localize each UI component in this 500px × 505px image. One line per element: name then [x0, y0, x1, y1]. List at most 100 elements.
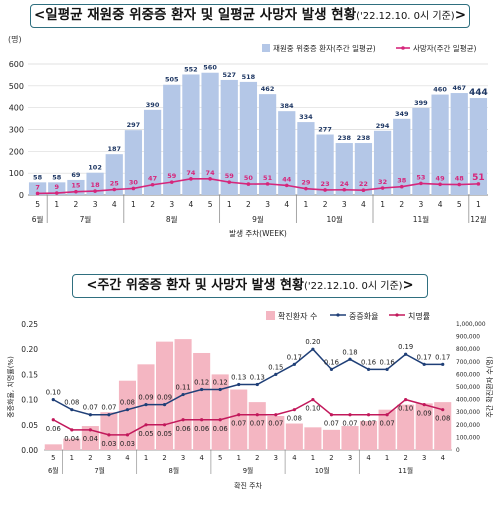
y-tick-label: 100 [9, 169, 24, 178]
fatality-point [255, 413, 259, 417]
bar [220, 79, 238, 195]
severity-point [51, 398, 55, 402]
fatality-point [88, 428, 92, 432]
severity-point [441, 362, 445, 366]
month-label: 10월 [326, 214, 343, 224]
fatality-value-label: 0.07 [231, 420, 246, 428]
deaths-value-label: 18 [91, 181, 101, 189]
x-tick-label: 3 [265, 200, 270, 209]
fatality-value-label: 0.06 [194, 425, 209, 433]
bar [124, 130, 143, 195]
deaths-value-label: 51 [263, 174, 273, 182]
bar-value-label: 238 [357, 134, 371, 142]
bar-value-label: 277 [318, 126, 332, 134]
bar [28, 182, 47, 195]
x-tick-label: 4 [125, 454, 129, 462]
fatality-value-label: 0.07 [268, 420, 283, 428]
deaths-point [169, 180, 174, 184]
severity-point [125, 408, 130, 412]
bar [81, 426, 99, 450]
severity-value-label: 0.13 [231, 373, 246, 381]
x-tick-label: 2 [246, 200, 251, 209]
x-tick-label: 2 [399, 200, 404, 209]
severity-value-label: 0.20 [305, 338, 320, 346]
deaths-value-label: 32 [378, 178, 387, 186]
bar-value-label: 467 [452, 84, 466, 92]
x-tick-label: 1 [227, 200, 232, 209]
severity-value-label: 0.17 [417, 353, 432, 361]
severity-value-label: 0.09 [138, 394, 153, 402]
bar [450, 93, 468, 195]
fatality-value-label: 0.07 [250, 420, 265, 428]
bar [137, 364, 155, 450]
severity-point [385, 367, 389, 371]
fatality-point [200, 418, 204, 422]
x-tick-label: 2 [74, 200, 79, 209]
bar [304, 427, 322, 450]
x-tick-label: 3 [422, 454, 426, 462]
x-tick-label: 3 [348, 454, 352, 462]
x-tick-label: 1 [385, 454, 389, 462]
bar-value-label: 349 [395, 110, 409, 118]
severity-point [237, 382, 241, 387]
bar [230, 389, 248, 450]
y-tick-label: 0 [19, 191, 24, 200]
severity-point [162, 403, 167, 407]
y-tick-label: 200 [9, 147, 24, 156]
bar-value-label: 238 [337, 134, 351, 142]
severity-point [144, 403, 148, 407]
severity-point [274, 372, 278, 376]
y-right-axis-title: 주간 확진환자 수(명) [485, 356, 494, 418]
deaths-value-label: 44 [282, 175, 292, 183]
fatality-value-label: 0.07 [361, 420, 376, 428]
x-tick-label: 2 [329, 454, 333, 462]
month-label: 12월 [470, 214, 487, 224]
x-tick-label: 1 [131, 200, 136, 209]
severity-value-label: 0.16 [361, 358, 376, 366]
bar-value-label: 69 [71, 171, 81, 179]
deaths-value-label: 50 [244, 174, 254, 182]
fatality-point [51, 418, 55, 422]
bar-value-label: 297 [127, 121, 141, 129]
bar [258, 94, 277, 195]
legend-label-line: 사망자(주간 일평균) [413, 43, 477, 53]
deaths-point [150, 182, 155, 187]
deaths-value-label: 9 [54, 183, 59, 191]
month-label: 8월 [169, 466, 180, 475]
severity-point [218, 387, 222, 392]
fatality-value-label: 0.08 [435, 415, 450, 423]
x-tick-label: 4 [292, 454, 296, 462]
severity-value-label: 0.15 [268, 363, 283, 371]
severity-value-label: 0.17 [287, 353, 302, 361]
fatality-point [385, 413, 389, 417]
bar [378, 409, 396, 450]
deaths-point [131, 186, 136, 191]
fatality-point [181, 418, 185, 422]
deaths-value-label: 7 [35, 183, 40, 191]
x-tick-label: 3 [419, 200, 424, 209]
x-tick-label: 4 [438, 200, 443, 209]
severity-value-label: 0.19 [398, 343, 413, 351]
severity-value-label: 0.16 [380, 358, 395, 366]
deaths-point [284, 183, 289, 188]
deaths-point [93, 189, 97, 193]
fatality-point [107, 433, 111, 437]
deaths-value-label: 48 [455, 175, 465, 183]
fatality-value-label: 0.03 [101, 440, 116, 448]
bar [397, 404, 415, 450]
bar-value-label: 444 [469, 88, 488, 98]
bar [278, 111, 296, 195]
x-tick-label: 2 [403, 454, 407, 462]
month-label: 7월 [80, 214, 92, 224]
severity-point [107, 413, 111, 417]
x-tick-label: 3 [107, 454, 111, 462]
fatality-value-label: 0.05 [138, 430, 153, 438]
fatality-value-label: 0.04 [83, 435, 98, 443]
y-left-tick-label: 0.15 [21, 370, 38, 379]
bar-value-label: 187 [107, 145, 121, 153]
severity-value-label: 0.08 [120, 399, 135, 407]
bar [63, 438, 81, 450]
fatality-value-label: 0.06 [176, 425, 191, 433]
bar [48, 182, 66, 195]
